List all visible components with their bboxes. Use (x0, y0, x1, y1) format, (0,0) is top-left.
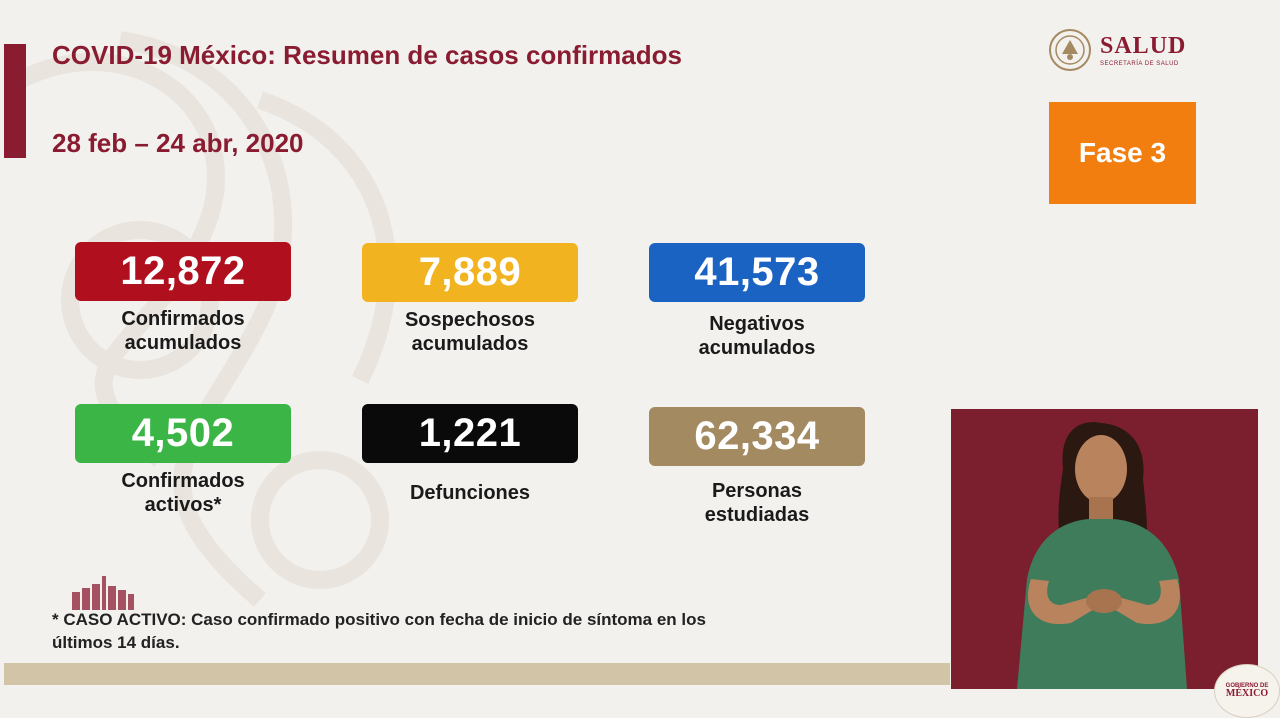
phase-badge: Fase 3 (1049, 102, 1196, 204)
stat-value: 4,502 (75, 404, 291, 463)
bottom-band (4, 663, 950, 685)
stat-value: 62,334 (649, 407, 865, 466)
stat-label-line: Negativos (709, 313, 805, 335)
stat-label-line: Confirmados (121, 308, 245, 330)
stat-label-line: estudiadas (704, 504, 810, 526)
stat-label: Sospechosos acumulados (362, 308, 578, 356)
stat-value: 41,573 (649, 243, 865, 302)
interpreter-figure (1017, 422, 1187, 689)
logo-subtitle: SECRETARÍA DE SALUD (1100, 60, 1179, 67)
stat-confirmados: 12,872 Confirmados acumulados (75, 242, 291, 355)
stat-value: 7,889 (362, 243, 578, 302)
stat-label-line: Confirmados (121, 470, 245, 492)
date-range: 28 feb – 24 abr, 2020 (52, 128, 304, 158)
stat-personas: 62,334 Personas estudiadas (649, 407, 865, 527)
stat-label: Confirmados acumulados (75, 307, 291, 355)
stat-label-line: acumulados (124, 332, 242, 354)
stat-label: Confirmados activos* (75, 469, 291, 517)
logo-name: SALUD (1100, 32, 1187, 59)
footnote: * CASO ACTIVO: Caso confirmado positivo … (52, 608, 872, 654)
monument-icon (72, 576, 134, 610)
interpreter-video (951, 409, 1258, 689)
stat-label-line: Defunciones (409, 482, 531, 504)
salud-logo: SALUD SECRETARÍA DE SALUD (1048, 26, 1208, 74)
footnote-line: últimos 14 días. (52, 633, 180, 652)
coat-of-arms-icon (1049, 29, 1091, 71)
stat-negativos: 41,573 Negativos acumulados (649, 243, 865, 360)
stat-value: 12,872 (75, 242, 291, 301)
gob-logo-bottom: MÉXICO (1225, 688, 1269, 699)
stat-label: Negativos acumulados (649, 312, 865, 360)
accent-bar (4, 44, 26, 158)
gob-logo-top: GOBIERNO DE (1225, 683, 1269, 689)
gobierno-logo: GOBIERNO DE MÉXICO (1214, 664, 1280, 718)
stat-label-line: Sospechosos (404, 309, 536, 331)
page-title: COVID-19 México: Resumen de casos confir… (52, 40, 682, 70)
stat-defunciones: 1,221 Defunciones (362, 404, 578, 505)
stat-label: Defunciones (362, 481, 578, 505)
stat-label-line: acumulados (698, 337, 816, 359)
stat-label-line: activos* (144, 494, 222, 516)
stat-activos: 4,502 Confirmados activos* (75, 404, 291, 517)
stat-sospechosos: 7,889 Sospechosos acumulados (362, 243, 578, 356)
stat-label-line: Personas (711, 480, 803, 502)
footnote-line: * CASO ACTIVO: Caso confirmado positivo … (52, 610, 706, 629)
stat-label: Personas estudiadas (649, 479, 865, 527)
stat-label-line: acumulados (411, 333, 529, 355)
stat-value: 1,221 (362, 404, 578, 463)
